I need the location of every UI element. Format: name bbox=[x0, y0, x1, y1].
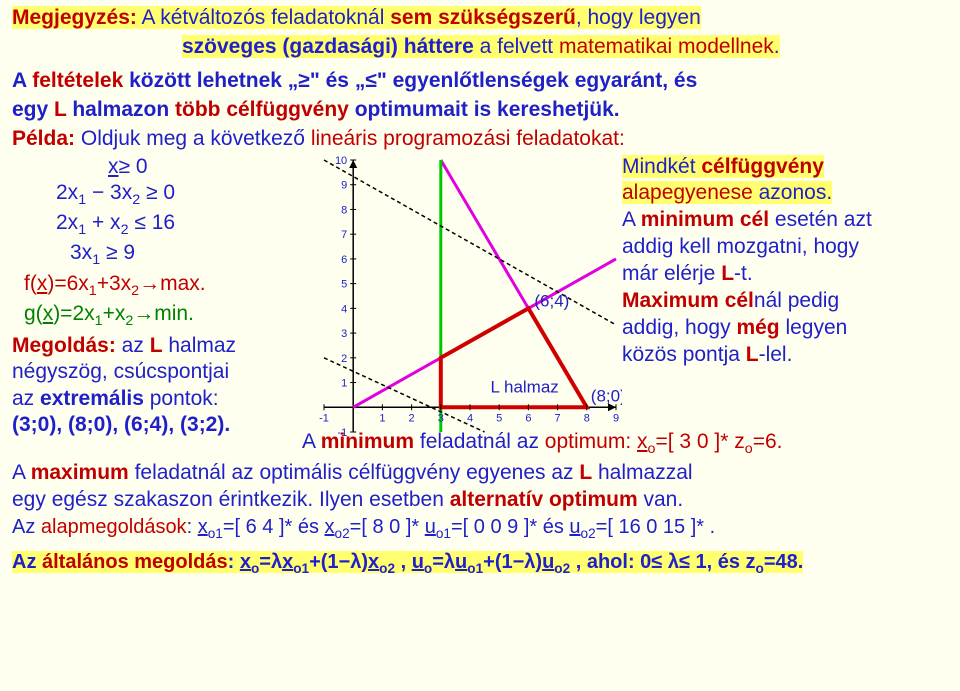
svg-text:3: 3 bbox=[438, 412, 444, 424]
svg-text:10: 10 bbox=[335, 155, 347, 167]
svg-text:2: 2 bbox=[341, 352, 347, 364]
svg-text:(8;0): (8;0) bbox=[591, 386, 622, 405]
mid-line1: A feltételek között lehetnek „≥" és „≤" … bbox=[12, 67, 948, 95]
svg-text:7: 7 bbox=[341, 229, 347, 241]
svg-text:4: 4 bbox=[341, 303, 347, 315]
right-notes: Mindkét célfüggvény alapegyenese azonos.… bbox=[622, 154, 948, 454]
svg-text:6: 6 bbox=[341, 254, 347, 266]
svg-text:L halmaz: L halmaz bbox=[490, 377, 558, 396]
chart-col: -1 1 2 3 4 5 6 7 8 9 -1 1 2 3 4 5 6 7 8 9 10 L halmaz (6;4) (8… bbox=[302, 154, 622, 454]
svg-text:5: 5 bbox=[496, 412, 502, 424]
svg-text:-1: -1 bbox=[337, 427, 347, 439]
svg-text:6: 6 bbox=[525, 412, 531, 424]
mid-line2: egy L halmazon több célfüggvény optimuma… bbox=[12, 96, 948, 124]
constraints-col: x≥ 0 2x1 − 3x2 ≥ 0 2x1 + x2 ≤ 16 3x1 ≥ 9… bbox=[12, 154, 302, 454]
svg-text:9: 9 bbox=[341, 179, 347, 191]
svg-text:-1: -1 bbox=[319, 412, 329, 424]
page: Megjegyzés: A kétváltozós feladatoknál s… bbox=[0, 0, 960, 691]
svg-text:4: 4 bbox=[467, 412, 473, 424]
svg-text:9: 9 bbox=[613, 412, 619, 424]
svg-text:3: 3 bbox=[341, 328, 347, 340]
svg-text:8: 8 bbox=[584, 412, 590, 424]
svg-text:8: 8 bbox=[341, 204, 347, 216]
svg-text:(6;4): (6;4) bbox=[534, 291, 569, 310]
chart-svg: -1 1 2 3 4 5 6 7 8 9 -1 1 2 3 4 5 6 7 8 9 10 L halmaz (6;4) (8… bbox=[302, 154, 622, 454]
svg-text:7: 7 bbox=[555, 412, 561, 424]
note-line2: szöveges (gazdasági) háttere a felvett m… bbox=[12, 33, 948, 61]
example-line: Példa: Oldjuk meg a következő lineáris p… bbox=[12, 125, 948, 153]
svg-text:5: 5 bbox=[341, 278, 347, 290]
svg-text:1: 1 bbox=[341, 377, 347, 389]
svg-text:2: 2 bbox=[409, 412, 415, 424]
note-line1: Megjegyzés: A kétváltozós feladatoknál s… bbox=[12, 4, 948, 32]
svg-text:1: 1 bbox=[379, 412, 385, 424]
